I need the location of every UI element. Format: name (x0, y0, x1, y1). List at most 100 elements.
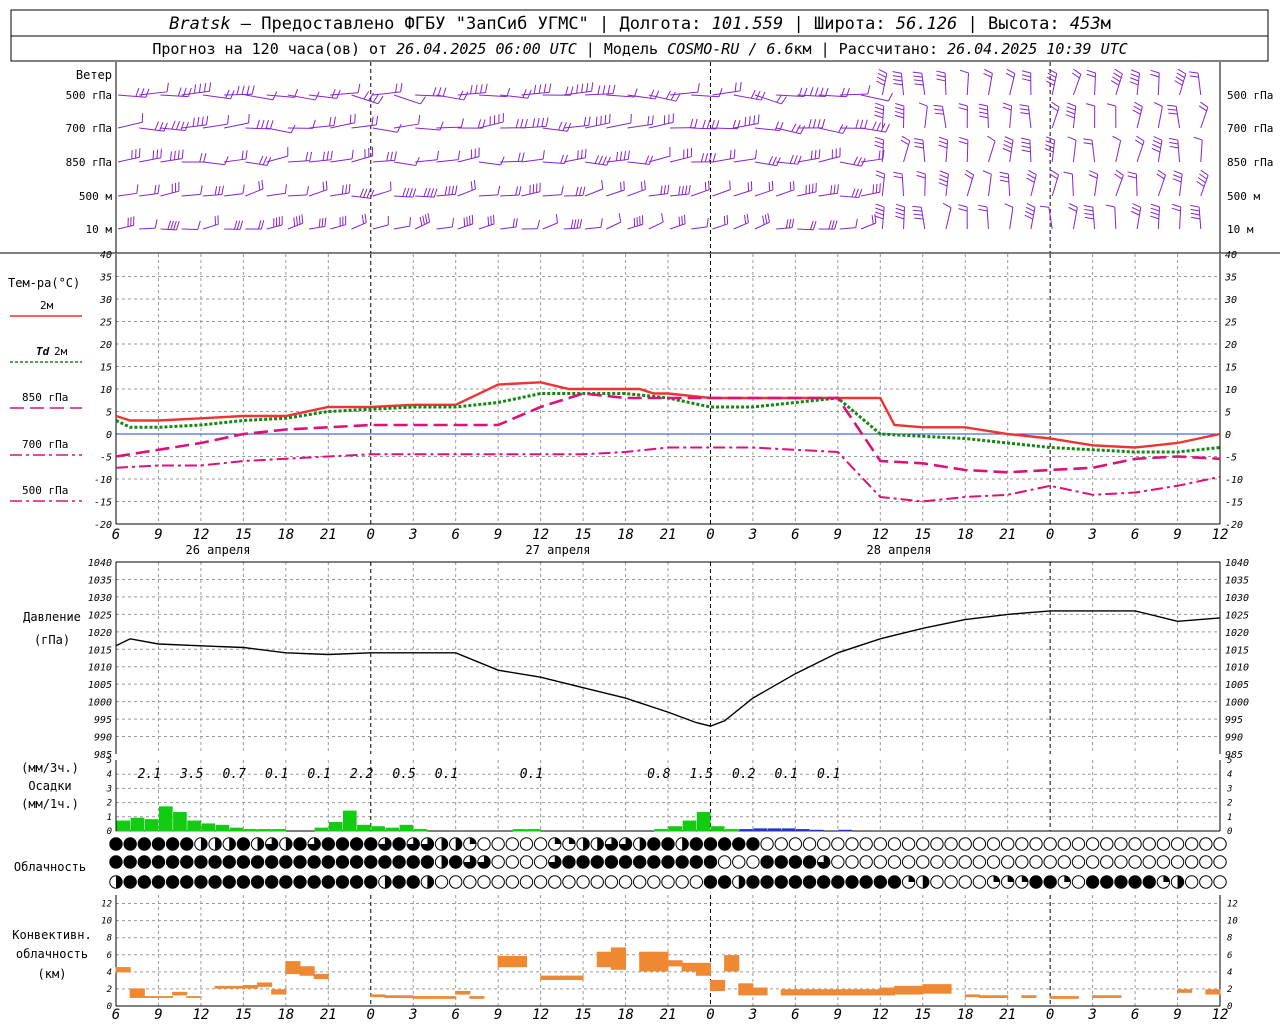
x-tick-label: 12 (1212, 1007, 1229, 1023)
wind-barb-feather (1132, 207, 1140, 211)
wind-barb-feather (1072, 73, 1079, 78)
wind-barb (394, 124, 419, 128)
cloud-circle (449, 876, 461, 888)
wind-barb-feather (521, 119, 523, 128)
cloud-symbol (817, 876, 829, 888)
wind-barb-feather (1167, 105, 1176, 106)
y-tick-label-left: 40 (100, 250, 112, 261)
x-tick-label: 9 (834, 1007, 842, 1023)
convective-bar (710, 980, 724, 990)
cloud-circle (959, 856, 971, 868)
wind-barb-feather (605, 115, 606, 124)
wind-barb-feather (358, 84, 360, 93)
wind-barb-feather (610, 114, 611, 123)
wind-barb-feather (1169, 142, 1178, 144)
wind-barb-feather (758, 115, 759, 124)
cloud-symbol (846, 856, 858, 868)
cloud-symbol (789, 856, 801, 868)
cloud-circle (690, 838, 702, 850)
cloud-symbol (138, 856, 150, 868)
cloud-circle (124, 876, 136, 888)
cloud-symbol (874, 856, 886, 868)
cloud-symbol (350, 876, 362, 888)
cloud-circle (1129, 838, 1141, 850)
wind-barb-feather (1190, 205, 1199, 207)
y-tick-label-left: -20 (94, 520, 112, 531)
precip-bar (527, 830, 540, 831)
y-tick-label-left: 3 (106, 784, 112, 794)
wind-barb-feather (664, 185, 665, 194)
wind-barb-feather (1128, 176, 1137, 178)
cloud-symbol (464, 876, 476, 888)
wind-barb-feather (1021, 142, 1030, 144)
wind-barb (160, 159, 182, 162)
cloud-symbol (294, 876, 306, 888)
wind-barb (861, 95, 888, 101)
wind-barb (755, 190, 773, 196)
cloud-symbol (733, 838, 745, 850)
precip-total-label: 0.1 (435, 767, 458, 782)
cloud-symbol (449, 876, 461, 888)
precip-bar (400, 825, 413, 831)
wind-barb-feather (401, 83, 402, 92)
wind-barb-feather (167, 83, 168, 92)
wind-barb-feather (334, 117, 335, 126)
legend-entry: 500 гПа (10, 484, 82, 501)
wind-barb-feather (207, 116, 208, 125)
x-tick-label: 15 (235, 1007, 252, 1023)
cloud-symbol (1044, 856, 1056, 868)
wind-barb-feather (360, 189, 363, 197)
wind-barb-feather (302, 214, 303, 223)
x-tick-label: 12 (192, 1007, 209, 1023)
wind-barb-feather (794, 155, 797, 163)
cloud-symbol (181, 856, 193, 868)
cloud-symbol (1044, 838, 1056, 850)
wind-barb-feather (872, 215, 873, 224)
wind-barb-feather (519, 186, 521, 195)
wind-barb-feather (222, 186, 224, 195)
wind-barb-feather (471, 85, 473, 94)
cloud-circle (365, 838, 377, 850)
cloud-symbol (662, 838, 674, 850)
cloud-fill (286, 838, 292, 850)
wind-barb-feather (525, 119, 527, 128)
precip-bar (244, 830, 257, 831)
header-part: 453 (1070, 14, 1101, 34)
precip-bar (513, 830, 526, 831)
wind-barb-feather (724, 216, 725, 225)
cloud-symbol (1185, 856, 1197, 868)
wind-barb-feather (578, 150, 579, 159)
wind-barb-feather (1137, 136, 1145, 141)
cloud-circle (251, 856, 263, 868)
cloud-symbol (633, 856, 645, 868)
wind-barb-feather (1005, 137, 1013, 141)
wind-barb-feather (516, 186, 518, 195)
wind-barb (1073, 74, 1080, 95)
wind-barb-feather (158, 185, 159, 194)
cloud-symbol (1058, 856, 1070, 868)
wind-barb-feather (875, 107, 884, 110)
wind-barb-feather (431, 188, 434, 197)
wind-barb-feather (1020, 105, 1029, 106)
precip-total-label: 0.1 (265, 767, 288, 782)
cloud-circle (265, 876, 277, 888)
cloud-symbol (1030, 876, 1042, 888)
cloud-circle (365, 856, 377, 868)
cloud-circle (1157, 856, 1169, 868)
wind-barb-feather (1027, 174, 1035, 178)
wind-barb-feather (174, 151, 175, 160)
wind-barb-feather (769, 156, 773, 164)
cloud-symbol (280, 876, 292, 888)
cloud-circle (1143, 838, 1155, 850)
cloud-circle (832, 856, 844, 868)
cloud-symbol (195, 876, 207, 888)
cloud-symbol (308, 838, 320, 850)
precip-bar (329, 822, 342, 831)
cloud-circle (1214, 856, 1226, 868)
y-tick-label-right: 15 (1225, 363, 1237, 374)
wind-barb-feather (937, 79, 946, 81)
wind-barb-feather (1172, 208, 1181, 211)
header-part: 26.04.2025 10:39 UTC (947, 40, 1128, 58)
wind-barb-feather (966, 170, 974, 175)
